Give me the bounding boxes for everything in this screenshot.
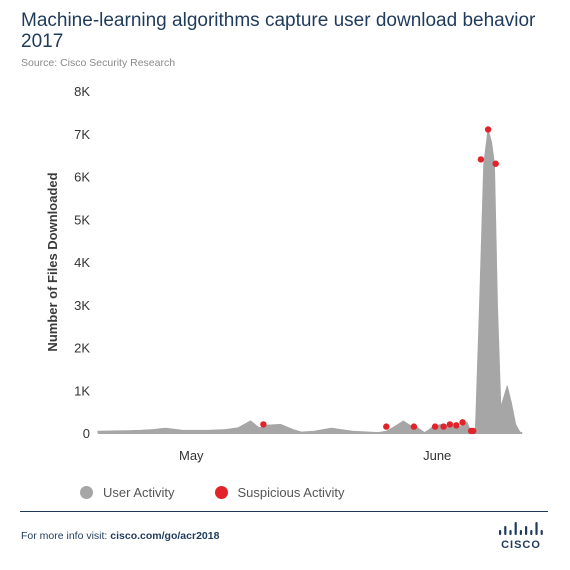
cisco-logo-bar xyxy=(535,522,538,535)
y-axis-ticks: 0 1K 2K 3K 4K 5K 6K 7K 8K xyxy=(74,84,90,441)
suspicious-activity-point xyxy=(459,419,466,426)
cisco-logo-bar xyxy=(525,526,528,535)
cisco-logo-bar xyxy=(530,530,533,535)
y-tick-label: 4K xyxy=(74,255,90,270)
user-activity-area xyxy=(97,129,523,434)
y-tick-label: 3K xyxy=(74,298,90,313)
x-axis-ticks: May June xyxy=(179,448,451,463)
source-note: Source: Cisco Security Research xyxy=(21,57,176,69)
footer-divider xyxy=(20,511,548,512)
y-tick-label: 2K xyxy=(74,341,90,356)
suspicious-activity-point xyxy=(492,160,499,167)
legend-item-user-activity: User Activity xyxy=(80,485,175,500)
suspicious-activity-point xyxy=(470,427,477,435)
y-tick-label: 5K xyxy=(74,212,90,227)
y-tick-label: 6K xyxy=(74,170,90,185)
cisco-logo-bar xyxy=(504,526,507,535)
suspicious-activity-points xyxy=(260,126,499,435)
y-tick-label: 7K xyxy=(74,127,90,142)
legend-item-suspicious-activity: Suspicious Activity xyxy=(214,485,345,500)
footer-link[interactable]: cisco.com/go/acr2018 xyxy=(110,530,220,542)
cisco-logo-bar xyxy=(519,530,522,535)
legend-swatch-suspicious-activity xyxy=(214,486,228,499)
y-tick-label: 0 xyxy=(83,426,90,441)
suspicious-activity-point xyxy=(260,421,267,428)
legend-label-user-activity: User Activity xyxy=(103,485,175,500)
suspicious-activity-point xyxy=(383,423,390,430)
footer-note: For more info visit: cisco.com/go/acr201… xyxy=(21,530,219,542)
cisco-logo-bar xyxy=(540,530,543,535)
cisco-logo-bar xyxy=(499,530,502,535)
legend-swatch-user-activity xyxy=(80,486,93,499)
suspicious-activity-point xyxy=(431,423,439,430)
footer-prefix: For more info visit: xyxy=(21,530,111,542)
cisco-bridge-icon xyxy=(499,522,543,535)
y-axis-label: Number of Files Downloaded xyxy=(45,172,60,351)
suspicious-activity-point xyxy=(410,423,418,430)
suspicious-activity-point xyxy=(453,422,460,429)
y-tick-label: 1K xyxy=(74,383,90,398)
y-tick-label: 8K xyxy=(74,84,90,99)
chart-title: Machine-learning algorithms capture user… xyxy=(21,10,536,52)
legend-label-suspicious-activity: Suspicious Activity xyxy=(237,485,345,500)
x-tick-label: June xyxy=(423,448,451,463)
suspicious-activity-point xyxy=(446,421,454,428)
cisco-logo-bar xyxy=(514,522,517,535)
suspicious-activity-point xyxy=(484,126,492,133)
suspicious-activity-point xyxy=(440,423,447,430)
chart-legend: User Activity Suspicious Activity xyxy=(80,485,384,500)
download-chart: Number of Files Downloaded 0 1K 2K 3K 4K 5K 6K… xyxy=(45,84,523,463)
x-tick-label: May xyxy=(179,448,204,463)
cisco-logo-text: CISCO xyxy=(501,539,541,551)
cisco-logo: CISCO xyxy=(495,520,547,552)
suspicious-activity-point xyxy=(477,156,485,163)
cisco-logo-bar xyxy=(509,530,512,535)
